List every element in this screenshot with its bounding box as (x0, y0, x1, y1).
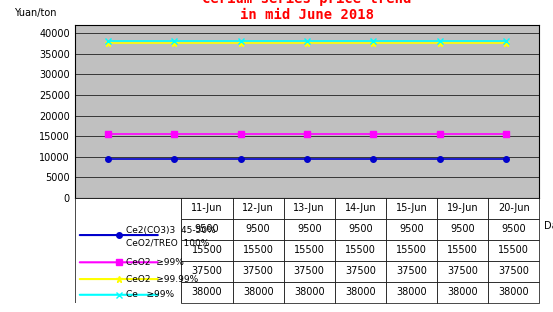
Text: Ce2(CO3)3  45-50%: Ce2(CO3)3 45-50% (126, 227, 216, 235)
Text: Ce   ≥99%: Ce ≥99% (126, 290, 174, 299)
Title: Cerium series price trend
in mid June 2018: Cerium series price trend in mid June 20… (202, 0, 411, 22)
Text: CeO2/TREO  100%: CeO2/TREO 100% (126, 239, 209, 248)
Text: CeO2  ≥99.99%: CeO2 ≥99.99% (126, 275, 198, 284)
Text: Yuan/ton: Yuan/ton (14, 8, 57, 18)
Text: CeO2  ≥99%: CeO2 ≥99% (126, 258, 184, 267)
Text: Date: Date (544, 221, 553, 231)
